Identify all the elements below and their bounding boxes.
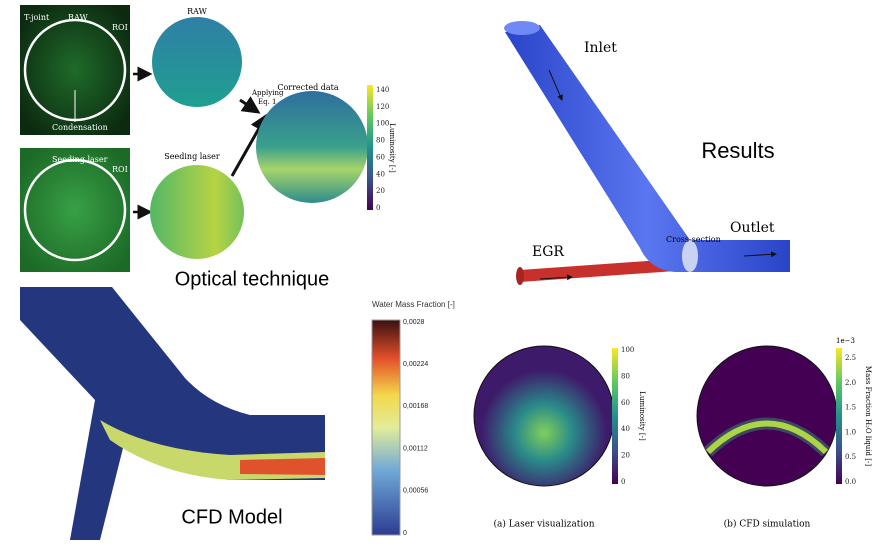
- colorbar-tick-label: 0: [621, 478, 625, 486]
- colorbar-tick-label: 0,00224: [403, 361, 428, 368]
- laser-image: [20, 148, 130, 272]
- cross-section: [682, 240, 698, 272]
- results-panel: Inlet Results EGR Cross-section Outlet: [504, 21, 790, 285]
- comparison-panel: 0 20 40 60 80 100 Luminosity [-] (a) Laser vi…: [473, 337, 872, 530]
- laser-circle: [473, 345, 615, 487]
- cfd-ring: [705, 420, 829, 455]
- colorbar-tick-label: 0,00168: [403, 403, 428, 410]
- colorbar-tick-label: 0.5: [845, 453, 856, 461]
- colorbar-tick-label: 0,00112: [403, 445, 428, 452]
- colorbar-tick-label: 60: [621, 399, 630, 407]
- label: EGR: [532, 244, 564, 260]
- panel-title: Results: [701, 138, 774, 163]
- inlet-end: [504, 21, 540, 35]
- label: Cross-section: [666, 235, 721, 244]
- colorbar-title: Water Mass Fraction [-]: [372, 300, 455, 309]
- cfd-domain: [20, 287, 325, 540]
- optical-panel: T-joint RAW ROI Condensation Seeding las…: [20, 5, 396, 290]
- colorbar-tick-label: 0,0028: [403, 319, 425, 326]
- flow-arrow: [539, 274, 573, 281]
- cfd-panel: 0 0,00056 0,00112 0,00168 0,00224 0,0028 Wate…: [20, 287, 455, 540]
- caption: (a) Laser visualization: [493, 519, 594, 530]
- colorbar-tick-label: 0,00056: [403, 488, 428, 495]
- colorbar-tick-label: 100: [621, 346, 634, 354]
- roi-circle: [23, 158, 127, 262]
- arrow: [239, 96, 261, 114]
- colorbar-tick-label: 0.0: [845, 478, 856, 486]
- label: Seeding laser: [164, 152, 220, 161]
- label: Eq. 1: [258, 98, 277, 106]
- egr-end: [516, 267, 524, 285]
- cfd-circle: [696, 345, 838, 487]
- colorbar-exponent: 1e−3: [836, 337, 855, 345]
- colorbar: [612, 348, 618, 484]
- cfd-hot: [240, 458, 325, 475]
- flow-arrow: [743, 251, 777, 258]
- colorbar-tick-label: 0: [376, 204, 380, 212]
- label: RAW: [187, 7, 207, 16]
- colorbar-tick-label: 120: [376, 103, 389, 111]
- label: Applying: [251, 89, 284, 97]
- label: ROI: [112, 23, 128, 32]
- main-pipe: [505, 25, 790, 272]
- colorbar-tick-label: 1.5: [845, 404, 856, 412]
- label: Inlet: [584, 40, 617, 56]
- colorbar-tick-label: 140: [376, 86, 389, 94]
- label: Corrected data: [277, 83, 339, 92]
- caption: (b) CFD simulation: [724, 519, 811, 530]
- corrected-circle: [256, 91, 368, 203]
- label: T-joint: [24, 13, 50, 22]
- cfd-ring-glow: [703, 417, 831, 457]
- colorbar-tick-label: 0: [403, 530, 407, 537]
- colorbar-label: Luminosity [-]: [388, 123, 396, 173]
- colorbar-tick-label: 60: [376, 153, 385, 161]
- raw-circle: [152, 17, 242, 107]
- label: ROI: [112, 165, 128, 174]
- seeding-circle: [150, 165, 244, 259]
- colorbar-label: Luminosity [-]: [638, 391, 646, 441]
- panel-title: Optical technique: [175, 268, 330, 290]
- label: Outlet: [730, 220, 775, 236]
- colorbar-tick-label: 100: [376, 120, 389, 128]
- colorbar: [367, 85, 373, 210]
- colorbar: [371, 319, 401, 536]
- colorbar-tick-label: 20: [376, 187, 385, 195]
- colorbar-tick-label: 1.0: [845, 428, 856, 436]
- label: Condensation: [52, 123, 108, 132]
- colorbar-tick-label: 40: [376, 170, 385, 178]
- egr-pipe: [520, 258, 690, 282]
- colorbar-tick-label: 80: [621, 372, 630, 380]
- colorbar-tick-label: 40: [621, 425, 630, 433]
- colorbar: [836, 348, 842, 484]
- colorbar-label: Mass Fraction H₂O liquid [-]: [864, 366, 872, 466]
- colorbar-tick-label: 80: [376, 137, 385, 145]
- colorbar-tick-label: 2.0: [845, 379, 856, 387]
- label: RAW: [68, 13, 88, 22]
- colorbar-tick-label: 20: [621, 452, 630, 460]
- panel-title: CFD Model: [181, 506, 282, 528]
- flow-arrow: [548, 69, 563, 101]
- label: Seeding laser: [52, 155, 108, 164]
- colorbar-tick-label: 2.5: [845, 354, 856, 362]
